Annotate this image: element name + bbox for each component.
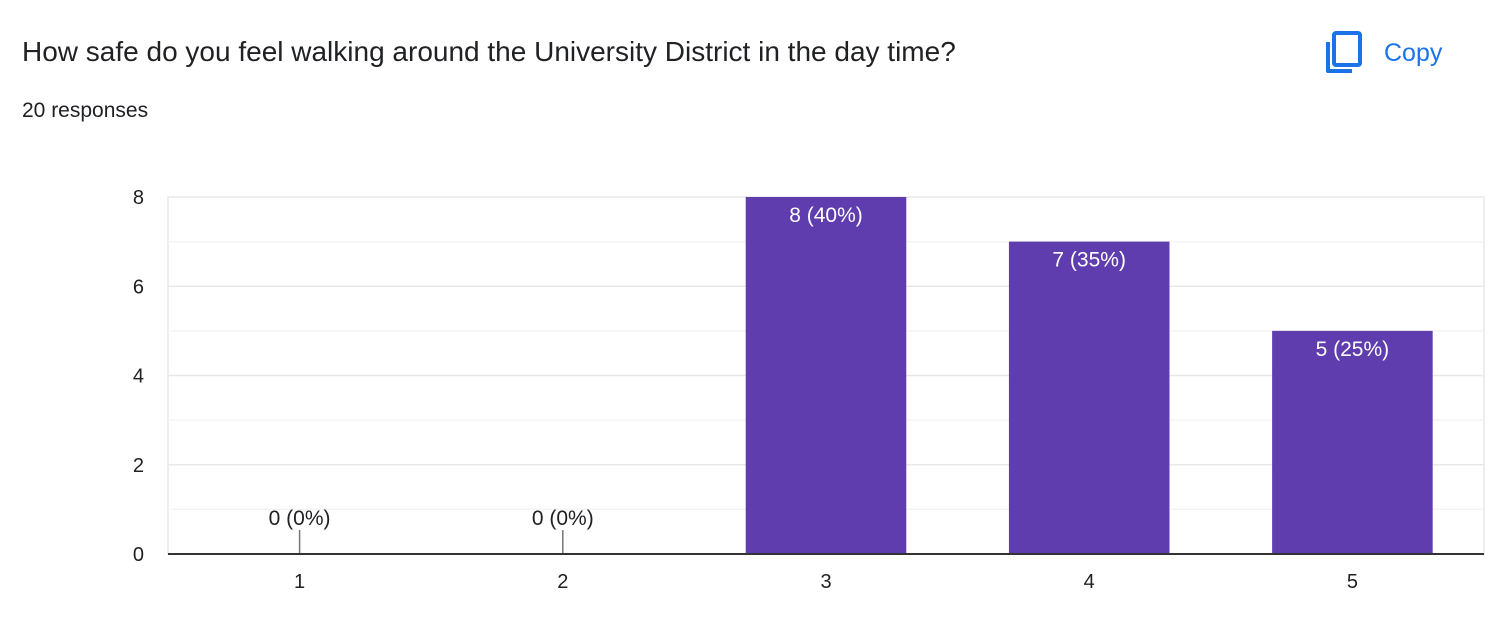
y-axis-ticks: 0 2 4 6 8 [133,187,144,566]
y-tick-label: 4 [133,366,144,388]
x-axis-ticks: 1 2 3 4 5 [294,571,1358,593]
data-label: 7 (35%) [1052,249,1126,272]
data-label: 5 (25%) [1316,338,1390,361]
copy-icon [1326,31,1362,73]
x-tick-label: 1 [294,571,305,593]
response-count: 20 responses [22,99,149,122]
x-tick-label: 2 [557,571,568,593]
copy-label: Copy [1384,38,1443,67]
bar[interactable] [745,197,907,554]
data-label: 8 (40%) [789,204,863,227]
x-tick-label: 4 [1084,571,1095,593]
x-tick-label: 5 [1347,571,1358,593]
y-tick-label: 6 [133,276,144,298]
data-label: 0 (0%) [532,507,594,530]
x-tick-label: 3 [820,571,831,593]
data-label: 0 (0%) [269,507,331,530]
copy-button[interactable]: Copy [1318,28,1448,78]
bar[interactable] [1272,330,1433,554]
y-tick-label: 0 [133,544,144,566]
bar[interactable] [1008,241,1170,554]
question-title: How safe do you feel walking around the … [22,36,956,67]
y-tick-label: 2 [133,455,144,477]
y-tick-label: 8 [133,187,144,209]
chart-bars: 0 (0%) 0 (0%) 8 (40%) 7 (35%) 5 (25%) [269,197,1433,554]
